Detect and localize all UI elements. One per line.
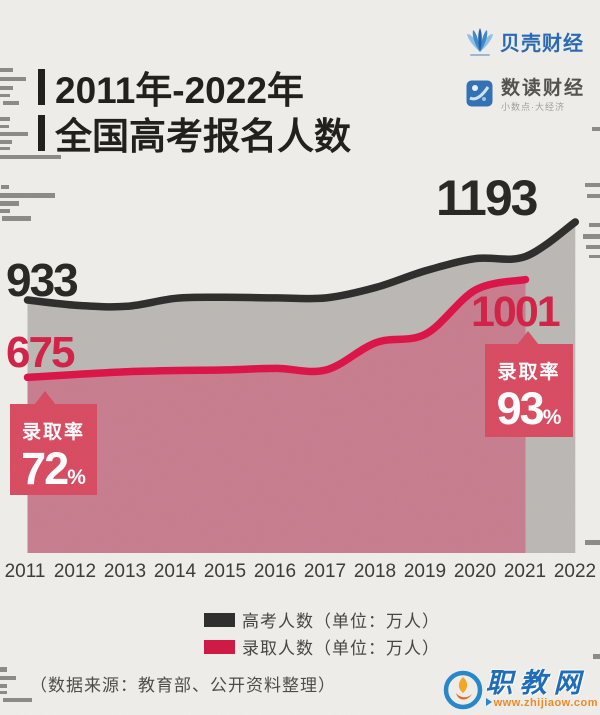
title-line-1: 2011年-2022年 [38,64,351,111]
exam-legend-label: 高考人数（单位：万人） [242,612,440,631]
rate-callout-2011: 录取率 72% [10,391,97,495]
year-label: 2019 [403,561,447,582]
texture-dash [0,117,10,121]
legend-row-exam: 高考人数（单位：万人） [204,606,440,633]
callout-pointer-icon [34,391,56,405]
texture-dash [3,101,19,105]
watermark-site-name: 职教网 [485,668,588,699]
year-label: 2022 [553,561,597,582]
year-label: 2018 [353,561,397,582]
shudu-icon [466,80,493,106]
watermark-url: www.zhijiaow.com [485,697,598,709]
texture-dash [589,223,600,227]
callout-pointer-icon [517,331,539,345]
year-label: 2012 [53,561,97,582]
texture-dash [0,77,26,81]
texture-dash [1,185,9,189]
watermark: 职教网 www.zhijiaow.com [442,669,598,711]
texture-dash [585,183,600,187]
texture-dash [0,94,10,97]
texture-dash [0,132,28,136]
year-label: 2013 [103,561,147,582]
beike-logo-text: 贝壳财经 [500,32,584,55]
rate-label: 录取率 [497,362,561,383]
year-axis: 2011 2012 2013 2014 2015 2016 2017 2018 2019 2020… [0,561,600,583]
admit-legend-label: 录取人数（单位：万人） [242,639,440,658]
rate-callout-2021: 录取率 93% [485,331,573,437]
texture-dash [0,125,9,128]
data-source-note: （数据来源：教育部、公开资料整理） [30,676,336,695]
texture-dash [2,216,31,221]
rate-unit: % [67,466,86,489]
shudu-logo-text-group: 数读财经 小数点·大经济 [501,73,585,113]
texture-dash [593,654,600,659]
shell-icon [467,28,493,56]
admit-start-value: 675 [6,328,75,377]
texture-dash [3,698,32,702]
rate-value-row: 72% [10,446,97,491]
texture-dash [0,193,55,198]
texture-dash [0,684,7,688]
page-title-subject: 全国高考报名人数 [55,116,351,157]
year-label: 2015 [203,561,247,582]
watermark-url-text: www.zhijiaow.com [493,697,598,709]
texture-dash [592,127,600,131]
texture-dash [0,140,12,144]
title-bar [38,69,45,105]
exam-end-value: 1193 [436,170,538,226]
texture-dash [589,255,600,258]
arrow-icon [485,698,492,706]
rate-value-row: 93% [485,386,573,431]
exam-start-value: 933 [6,254,79,306]
beike-logo: 贝壳财经 [466,25,584,57]
year-label: 2016 [253,561,297,582]
rate-value: 93 [496,383,545,434]
texture-dash [0,147,10,150]
admit-end-value: 1001 [471,288,561,336]
rate-value: 72 [21,443,69,494]
watermark-texts: 职教网 www.zhijiaow.com [485,668,598,709]
year-label: 2011 [4,561,46,582]
texture-dash [0,68,13,72]
title-bar [38,115,45,151]
rate-unit: % [542,406,562,429]
texture-dash [0,676,16,680]
legend-row-admit: 录取人数（单位：万人） [204,633,440,660]
texture-dash [587,194,600,198]
texture-dash [0,86,13,90]
zhijiaow-logo-icon [443,670,482,710]
rate-label: 录取率 [21,422,85,443]
admit-legend-swatch [204,639,235,654]
year-label: 2017 [303,561,347,582]
legend: 高考人数（单位：万人） 录取人数（单位：万人） [204,606,440,660]
texture-dash [0,667,7,672]
texture-dash [0,201,19,206]
shudu-logo: 数读财经 小数点·大经济 [466,73,585,113]
exam-legend-swatch [204,612,235,627]
title-line-2: 全国高考报名人数 [38,110,351,157]
shudu-logo-text: 数读财经 [501,78,586,99]
year-label: 2020 [453,561,497,582]
texture-dash [0,209,10,213]
title-block: 2011年-2022年 全国高考报名人数 [38,64,351,157]
year-label: 2014 [153,561,197,582]
texture-dash [586,245,600,249]
texture-dash [0,691,7,694]
shudu-logo-tagline: 小数点·大经济 [501,102,565,112]
texture-dash [583,234,600,239]
texture-dash [585,540,600,545]
year-label: 2021 [503,561,547,582]
